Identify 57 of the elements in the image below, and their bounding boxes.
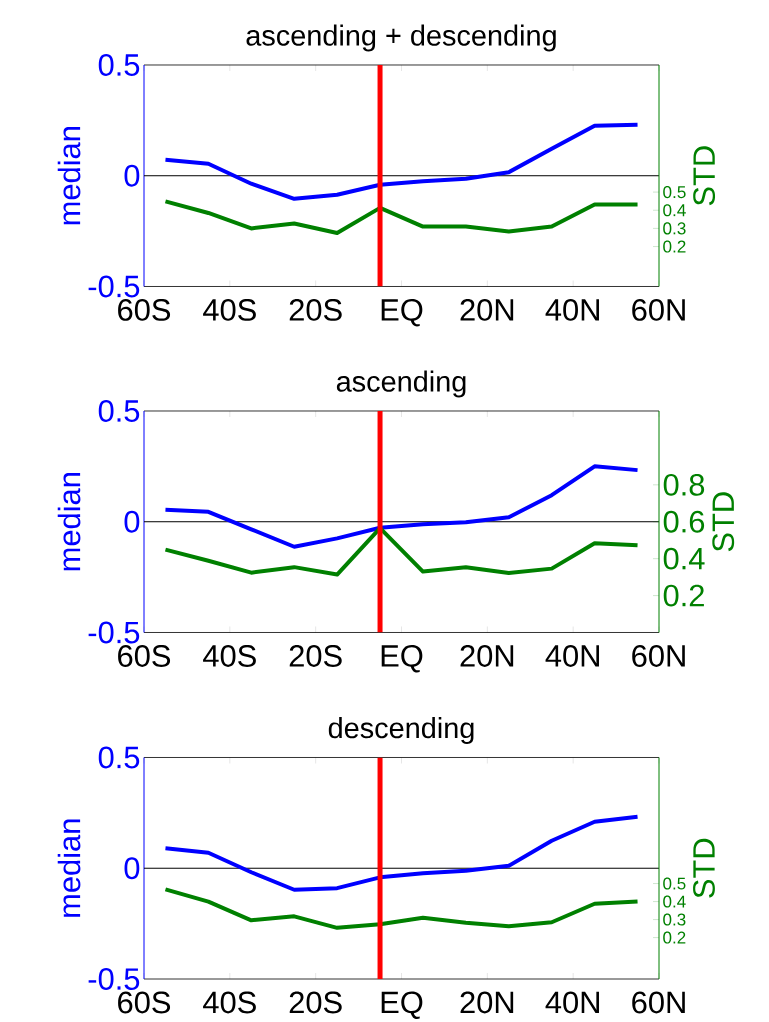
y2-tick-label: 0.5	[663, 186, 686, 199]
y2-tick-label: 0.6	[663, 510, 705, 533]
y-tick-label: 0.5	[98, 400, 140, 422]
y2-axis-title: STD	[712, 492, 735, 552]
y-axis-title: median	[57, 127, 81, 225]
y-tick-label: -0.5	[88, 275, 140, 298]
x-tick-label: 60N	[632, 645, 685, 667]
x-tick-label: 60S	[118, 645, 171, 667]
y2-tick-label: 0.2	[663, 240, 686, 253]
x-tick-label: 20N	[460, 645, 514, 667]
x-tick-label: EQ	[381, 299, 423, 327]
x-tick-label: 40S	[203, 991, 256, 1014]
x-tick-label: 20S	[289, 299, 342, 321]
x-tick-label: EQ	[381, 991, 423, 1019]
y2-tick-label: 0.2	[663, 931, 686, 944]
x-tick-label: 40S	[203, 299, 256, 321]
x-tick-label: 20S	[289, 645, 342, 667]
x-tick-label: 40N	[545, 991, 599, 1014]
chart-title: ascending	[336, 370, 466, 398]
x-tick-label: 40S	[203, 645, 256, 667]
y-tick-label: 0	[124, 510, 140, 533]
y2-tick-label: 0.2	[663, 584, 704, 607]
line-series	[163, 122, 640, 201]
y2-axis-title: STD	[693, 146, 716, 206]
x-tick-label: 20S	[289, 991, 342, 1014]
x-tick-label: 60N	[632, 299, 685, 321]
x-tick-label: 20N	[460, 991, 514, 1014]
x-tick-label: 60N	[632, 991, 685, 1014]
y2-tick-label: 0.8	[663, 473, 705, 496]
y-tick-label: -0.5	[88, 968, 140, 990]
y-tick-label: 0	[124, 164, 140, 187]
x-tick-label: 60S	[118, 991, 171, 1014]
y-axis-title: median	[57, 819, 81, 917]
y2-tick-label: 0.4	[663, 895, 686, 908]
line-series	[163, 887, 640, 930]
line-series	[163, 464, 640, 549]
line-series	[163, 199, 640, 235]
y-tick-label: -0.5	[88, 621, 140, 644]
x-tick-label: 60S	[118, 299, 171, 321]
y-tick-label: 0.5	[98, 746, 140, 769]
x-tick-label: 20N	[460, 299, 514, 321]
line-series	[163, 814, 640, 892]
x-tick-label: 40N	[545, 645, 599, 667]
chart-title: ascending + descending	[246, 24, 556, 52]
y2-tick-label: 0.4	[663, 547, 705, 570]
x-tick-label: EQ	[381, 645, 423, 673]
y-tick-label: 0.5	[98, 54, 140, 76]
x-tick-label: 40N	[545, 299, 599, 321]
y2-axis-title: STD	[693, 838, 715, 898]
y2-tick-label: 0.3	[663, 913, 686, 926]
y-axis-title: median	[57, 473, 81, 571]
chart-title: descending	[328, 717, 474, 744]
y2-tick-label: 0.4	[663, 204, 686, 217]
y2-tick-label: 0.5	[663, 877, 686, 890]
y-tick-label: 0	[124, 857, 140, 880]
line-series	[163, 526, 640, 577]
y2-tick-label: 0.3	[663, 222, 686, 235]
